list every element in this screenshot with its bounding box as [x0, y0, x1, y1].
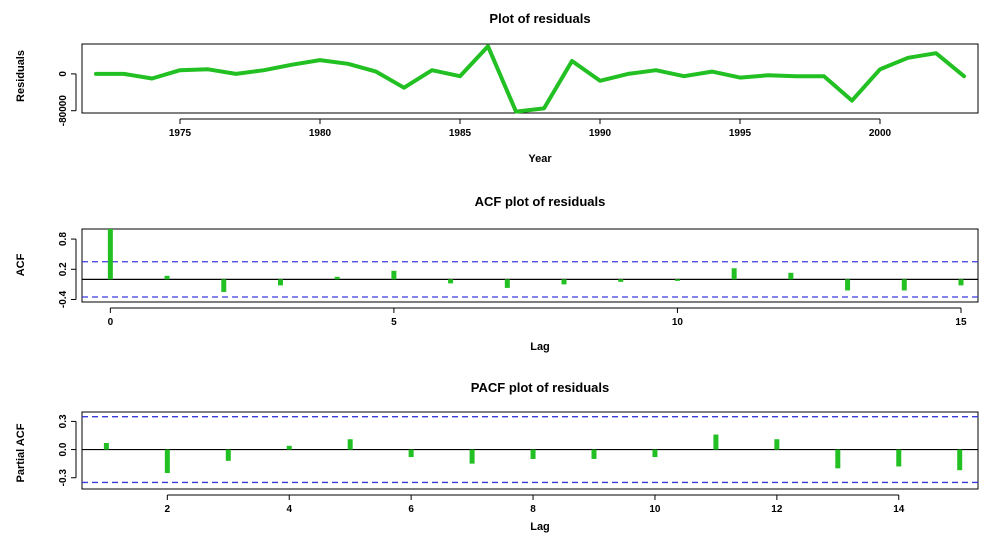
acf-x-tick-label: 0	[108, 317, 114, 328]
pacf-xlabel: Lag	[530, 521, 550, 533]
residuals-x-tick-label: 1975	[169, 128, 192, 139]
pacf-x-tick-label: 12	[771, 504, 783, 515]
residuals-ylabel: Residuals	[15, 50, 27, 102]
pacf-plot-frame	[81, 411, 979, 490]
residuals-x-tick-label: 1995	[729, 128, 752, 139]
residuals-panel: Plot of residuals Year Residuals 1975 198…	[15, 11, 979, 165]
acf-y-tick-label: 0.8	[58, 232, 69, 246]
acf-plot-frame	[81, 228, 979, 303]
acf-x-tick-label: 15	[955, 317, 967, 328]
pacf-y-tick-label: -0.3	[58, 469, 69, 487]
residuals-title: Plot of residuals	[489, 11, 590, 26]
acf-x-tick-label: 5	[391, 317, 397, 328]
pacf-x-tick-label: 2	[165, 504, 171, 515]
residuals-xlabel: Year	[528, 153, 552, 165]
pacf-x-tick-label: 14	[893, 504, 905, 515]
pacf-x-tick-label: 6	[408, 504, 414, 515]
pacf-y-tick-label: 0.3	[58, 414, 69, 428]
residuals-y-tick-label: -80000	[58, 95, 69, 127]
pacf-panel: PACF plot of residuals Lag Partial ACF 2…	[15, 380, 979, 533]
residuals-x-tick-label: 1985	[449, 128, 472, 139]
acf-ylabel: ACF	[15, 253, 27, 276]
residuals-plot-frame	[81, 43, 979, 114]
residuals-x-tick-label: 1980	[309, 128, 332, 139]
pacf-y-tick-label: 0.0	[58, 442, 69, 456]
acf-title: ACF plot of residuals	[475, 194, 606, 209]
acf-y-tick-label: -0.4	[58, 290, 69, 308]
pacf-title: PACF plot of residuals	[471, 380, 609, 395]
residuals-y-tick-label: 0	[58, 71, 69, 77]
pacf-x-tick-label: 4	[286, 504, 292, 515]
pacf-x-tick-label: 8	[530, 504, 536, 515]
residuals-x-tick-label: 1990	[589, 128, 612, 139]
residuals-x-tick-label: 2000	[869, 128, 892, 139]
pacf-x-tick-label: 10	[649, 504, 661, 515]
residuals-series-line	[94, 44, 966, 114]
pacf-ylabel: Partial ACF	[15, 423, 27, 482]
acf-panel: ACF plot of residuals Lag ACF 0 5 10 15 -0.4…	[15, 194, 979, 353]
acf-xlabel: Lag	[530, 341, 550, 353]
acf-x-tick-label: 10	[672, 317, 684, 328]
acf-y-tick-label: 0.2	[58, 262, 69, 276]
